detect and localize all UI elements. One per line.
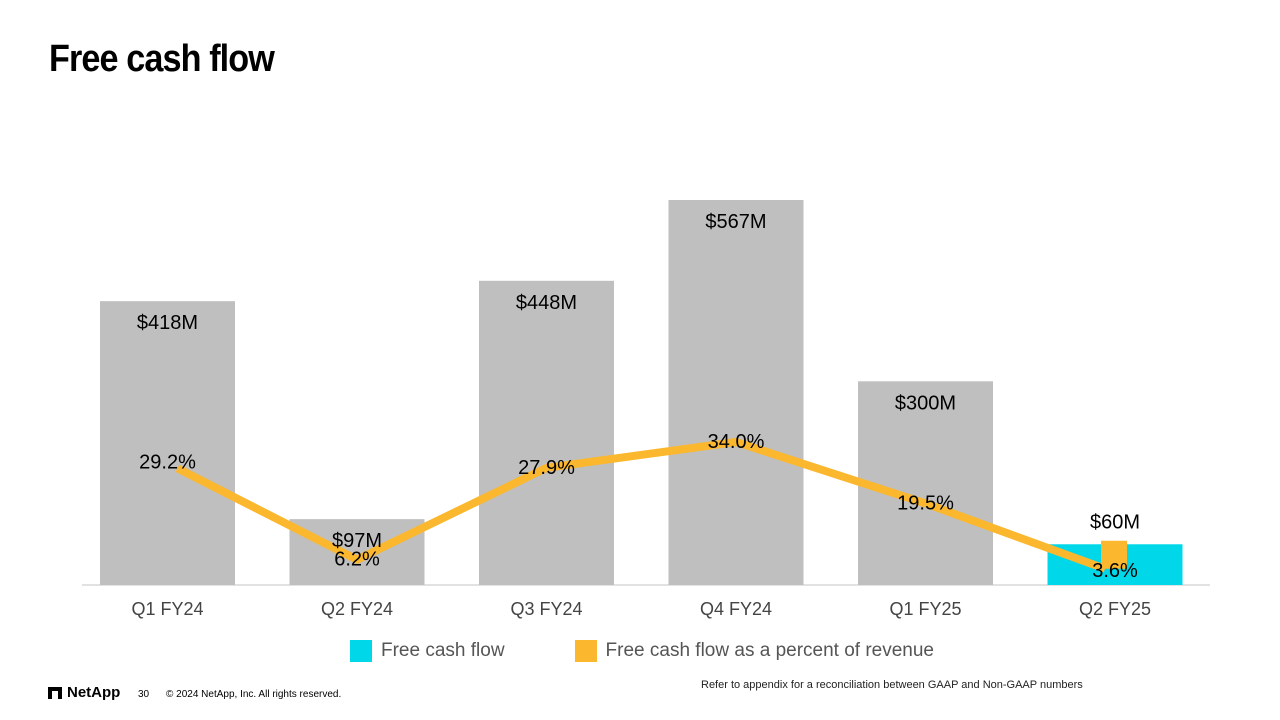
legend-label-percent-of-revenue: Free cash flow as a percent of revenue bbox=[605, 640, 935, 661]
x-tick-label-3: Q4 FY24 bbox=[700, 599, 772, 619]
netapp-logo-icon bbox=[48, 686, 62, 699]
percent-marker-5 bbox=[1101, 540, 1127, 569]
x-tick-label-4: Q1 FY25 bbox=[889, 599, 961, 619]
x-tick-label-1: Q2 FY24 bbox=[321, 599, 393, 619]
percent-value-labels: 29.2% 6.2% 27.9% 34.0% 19.5% 3.6% bbox=[139, 431, 1138, 582]
bar-0 bbox=[100, 301, 235, 585]
page-title: Free cash flow bbox=[49, 38, 275, 80]
chart-legend: Free cash flow Free cash flow as a perce… bbox=[350, 640, 1004, 662]
percent-value-label-4: 19.5% bbox=[897, 492, 954, 514]
bar-value-label-3: $567M bbox=[705, 211, 766, 233]
bar-3 bbox=[668, 200, 804, 585]
x-tick-labels: Q1 FY24 Q2 FY24 Q3 FY24 Q4 FY24 Q1 FY25 Q2 FY… bbox=[131, 599, 1151, 619]
legend-swatch-percent-of-revenue bbox=[574, 640, 597, 662]
percent-value-label-0: 29.2% bbox=[139, 451, 196, 473]
bar-1 bbox=[289, 519, 425, 585]
percent-value-label-1: 6.2% bbox=[334, 549, 380, 571]
legend-item-free-cash-flow: Free cash flow bbox=[350, 640, 505, 662]
bar-value-label-5: $60M bbox=[1090, 511, 1140, 533]
bar-value-label-2: $448M bbox=[516, 292, 577, 314]
x-tick-label-5: Q2 FY25 bbox=[1079, 599, 1151, 619]
legend-item-percent-of-revenue: Free cash flow as a percent of revenue bbox=[574, 640, 935, 662]
bar-value-labels: $418M $97M $448M $567M $300M $60M bbox=[137, 211, 1140, 552]
bar-4 bbox=[858, 381, 993, 585]
netapp-logo-text: NetApp bbox=[67, 684, 121, 701]
bar-value-label-4: $300M bbox=[895, 392, 956, 414]
percent-line-series bbox=[175, 438, 1127, 573]
percent-line bbox=[175, 438, 1107, 573]
percent-value-label-2: 27.9% bbox=[518, 457, 575, 479]
copyright-text: © 2024 NetApp, Inc. All rights reserved. bbox=[166, 689, 342, 700]
bar-value-label-0: $418M bbox=[137, 312, 198, 334]
page-number: 30 bbox=[138, 689, 150, 700]
bar-2 bbox=[479, 280, 614, 585]
gaap-reconciliation-note: Refer to appendix for a reconciliation b… bbox=[701, 679, 1083, 691]
x-tick-label-2: Q3 FY24 bbox=[510, 599, 582, 619]
x-tick-label-0: Q1 FY24 bbox=[131, 599, 203, 619]
percent-value-label-5: 3.6% bbox=[1092, 560, 1138, 582]
bar-series bbox=[100, 200, 1183, 585]
legend-swatch-free-cash-flow bbox=[350, 640, 372, 662]
percent-value-label-3: 34.0% bbox=[708, 431, 765, 453]
legend-label-free-cash-flow: Free cash flow bbox=[381, 640, 505, 661]
bar-value-label-1: $97M bbox=[332, 530, 382, 552]
netapp-logo: NetApp bbox=[48, 684, 120, 701]
